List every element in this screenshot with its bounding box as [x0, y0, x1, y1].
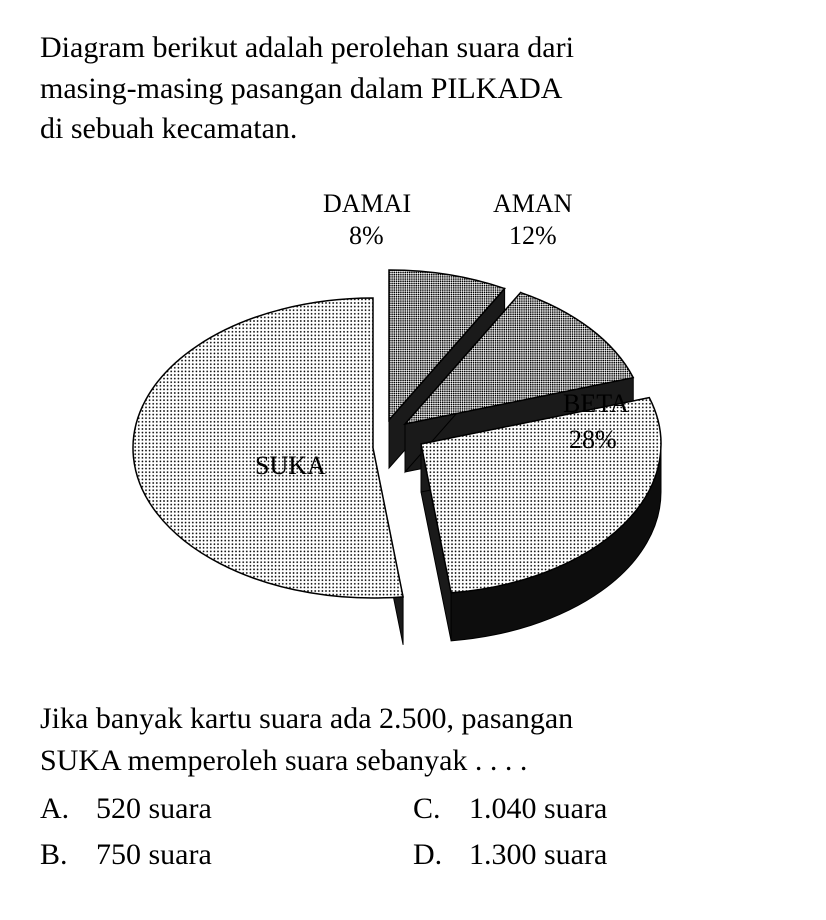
option-c-letter: C.	[413, 786, 469, 833]
pie-chart: DAMAI 8% AMAN 12% BETA 28% SUKA	[40, 168, 786, 688]
option-c: C. 1.040 suara	[413, 786, 786, 833]
option-b-text: 750 suara	[96, 832, 212, 879]
option-d-text: 1.300 suara	[469, 832, 607, 879]
slice-label-damai: DAMAI	[323, 189, 411, 218]
option-d: D. 1.300 suara	[413, 832, 786, 879]
followup-line-1: Jika banyak kartu suara ada 2.500, pasan…	[40, 698, 786, 740]
slice-pct-beta: 28%	[569, 425, 617, 454]
question-followup: Jika banyak kartu suara ada 2.500, pasan…	[40, 698, 786, 782]
option-a-letter: A.	[40, 786, 96, 833]
option-a: A. 520 suara	[40, 786, 413, 833]
answer-options: A. 520 suara C. 1.040 suara B. 750 suara…	[40, 786, 786, 879]
intro-line-3: di sebuah kecamatan.	[40, 109, 786, 150]
intro-line-1: Diagram berikut adalah perolehan suara d…	[40, 28, 786, 69]
intro-line-2: masing-masing pasangan dalam PILKADA	[40, 69, 786, 110]
slice-pct-damai: 8%	[349, 221, 384, 250]
question-intro: Diagram berikut adalah perolehan suara d…	[40, 28, 786, 150]
pie-chart-svg: DAMAI 8% AMAN 12% BETA 28% SUKA	[83, 168, 743, 688]
option-b-letter: B.	[40, 832, 96, 879]
option-c-text: 1.040 suara	[469, 786, 607, 833]
slice-label-beta: BETA	[563, 389, 629, 418]
slice-label-aman: AMAN	[493, 189, 573, 218]
option-a-text: 520 suara	[96, 786, 212, 833]
slice-pct-aman: 12%	[509, 221, 557, 250]
followup-line-2: SUKA memperoleh suara sebanyak . . . .	[40, 740, 786, 782]
slice-label-suka: SUKA	[255, 451, 326, 480]
option-b: B. 750 suara	[40, 832, 413, 879]
option-d-letter: D.	[413, 832, 469, 879]
